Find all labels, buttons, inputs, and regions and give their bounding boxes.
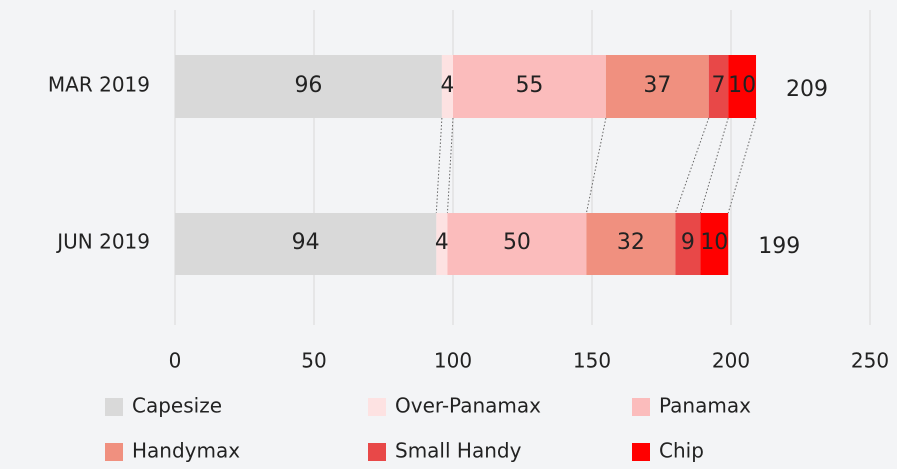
bar-segment	[586, 213, 676, 275]
x-tick-label: 150	[573, 349, 611, 373]
x-tick-label: 100	[434, 349, 472, 373]
value-label: 10	[700, 230, 728, 255]
x-tick-label: 0	[169, 349, 182, 373]
connector	[674, 117, 710, 214]
legend-label: Capesize	[132, 394, 222, 418]
bar-segment	[700, 213, 729, 275]
x-tick-label: 50	[301, 349, 326, 373]
y-tick-label: JUN 2019	[55, 230, 150, 254]
legend-label: Over-Panamax	[395, 394, 541, 418]
legend-swatch	[105, 398, 123, 416]
legend-label: Small Handy	[395, 439, 522, 463]
bar-segment	[441, 55, 453, 118]
value-label: 50	[503, 230, 531, 255]
connector	[585, 117, 607, 214]
x-tick-label: 200	[712, 349, 750, 373]
bar-segment	[175, 55, 442, 118]
value-label: 37	[643, 73, 671, 98]
bar-segment	[436, 213, 448, 275]
value-label: 55	[515, 73, 543, 98]
connector	[699, 117, 729, 214]
bar-segment	[175, 213, 437, 275]
bar-segment	[675, 213, 701, 275]
x-tick-label: 250	[851, 349, 889, 373]
bar-segment	[708, 55, 729, 118]
legend-swatch	[632, 398, 650, 416]
total-label: 199	[758, 234, 800, 259]
legend-swatch	[632, 443, 650, 461]
legend-swatch	[368, 443, 386, 461]
bar-segment	[447, 213, 587, 275]
total-label: 209	[786, 77, 828, 102]
legend-label: Panamax	[659, 394, 751, 418]
legend-swatch	[368, 398, 386, 416]
value-label: 4	[435, 230, 449, 255]
bar-segment	[605, 55, 709, 118]
legend-label: Chip	[659, 439, 704, 463]
y-tick-label: MAR 2019	[48, 73, 150, 97]
connector	[727, 117, 757, 214]
value-label: 32	[617, 230, 645, 255]
bar-segment	[728, 55, 757, 118]
value-label: 4	[440, 73, 454, 98]
value-label: 7	[711, 73, 725, 98]
legend-label: Handymax	[132, 439, 240, 463]
bar-segment	[453, 55, 606, 118]
value-label: 10	[728, 73, 756, 98]
value-label: 9	[681, 230, 695, 255]
value-label: 96	[294, 73, 322, 98]
legend-swatch	[105, 443, 123, 461]
value-label: 94	[292, 230, 320, 255]
